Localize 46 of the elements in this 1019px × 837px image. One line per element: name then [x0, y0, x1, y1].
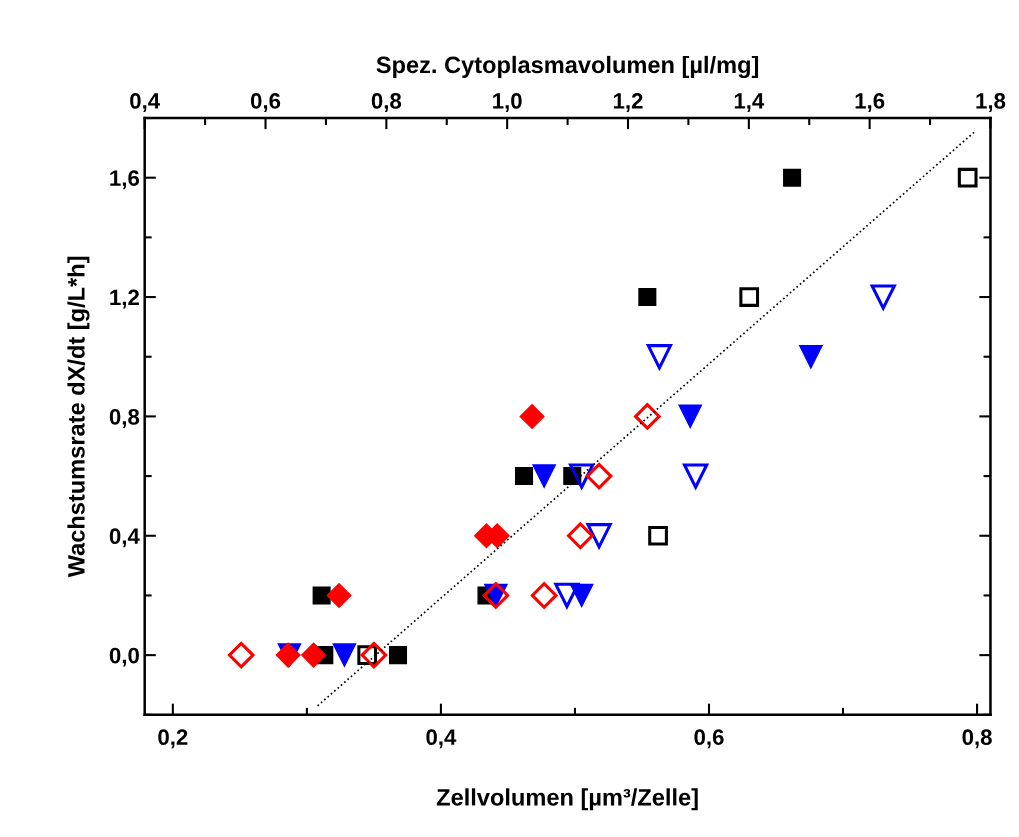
y-tick-label: 0,8	[109, 408, 140, 428]
x-tick-label: 0,4	[426, 729, 457, 749]
x2-tick-label: 1,2	[613, 93, 643, 112]
x-axis-title: Zellvolumen [µm³/Zelle]	[436, 788, 698, 811]
point	[388, 646, 408, 665]
x2-tick-label: 1,6	[855, 93, 885, 112]
point	[301, 642, 327, 668]
point	[799, 344, 823, 369]
y-tick-label: 1,2	[110, 289, 139, 309]
point	[554, 582, 580, 609]
point	[332, 643, 357, 667]
point	[783, 168, 802, 187]
x2-tick-label: 0,8	[371, 93, 402, 112]
point	[532, 464, 556, 488]
point	[638, 288, 657, 307]
point	[634, 403, 661, 430]
point	[585, 523, 613, 551]
point	[519, 403, 545, 429]
point	[530, 582, 558, 609]
point	[678, 404, 703, 429]
x-tick-label: 0,6	[694, 729, 724, 749]
x2-tick-label: 1,0	[493, 93, 522, 112]
x-tick-label: 0,8	[962, 729, 992, 749]
point	[227, 641, 255, 669]
y-tick-label: 0,0	[109, 647, 139, 667]
point	[585, 462, 613, 490]
x2-tick-label: 1,8	[976, 93, 1006, 112]
point	[957, 167, 978, 188]
point	[682, 463, 709, 489]
point	[514, 467, 534, 486]
point	[645, 344, 673, 372]
x2-axis-title: Spez. Cytoplasmavolumen [µl/mg]	[376, 55, 759, 78]
point	[870, 284, 896, 310]
y-axis-title: Wachstumsrate dX/dt [g/L*h]	[67, 256, 90, 578]
y-tick-label: 1,6	[110, 170, 140, 190]
x2-tick-label: 0,6	[250, 93, 281, 112]
x-tick-label: 0,2	[158, 729, 188, 749]
point	[739, 287, 760, 307]
point	[312, 586, 331, 605]
x2-tick-label: 1,4	[734, 93, 765, 112]
point	[360, 641, 388, 669]
point	[648, 525, 668, 546]
point	[326, 582, 352, 608]
x2-tick-label: 0,4	[130, 93, 161, 112]
point	[567, 522, 594, 550]
y-tick-label: 0,4	[109, 528, 140, 548]
